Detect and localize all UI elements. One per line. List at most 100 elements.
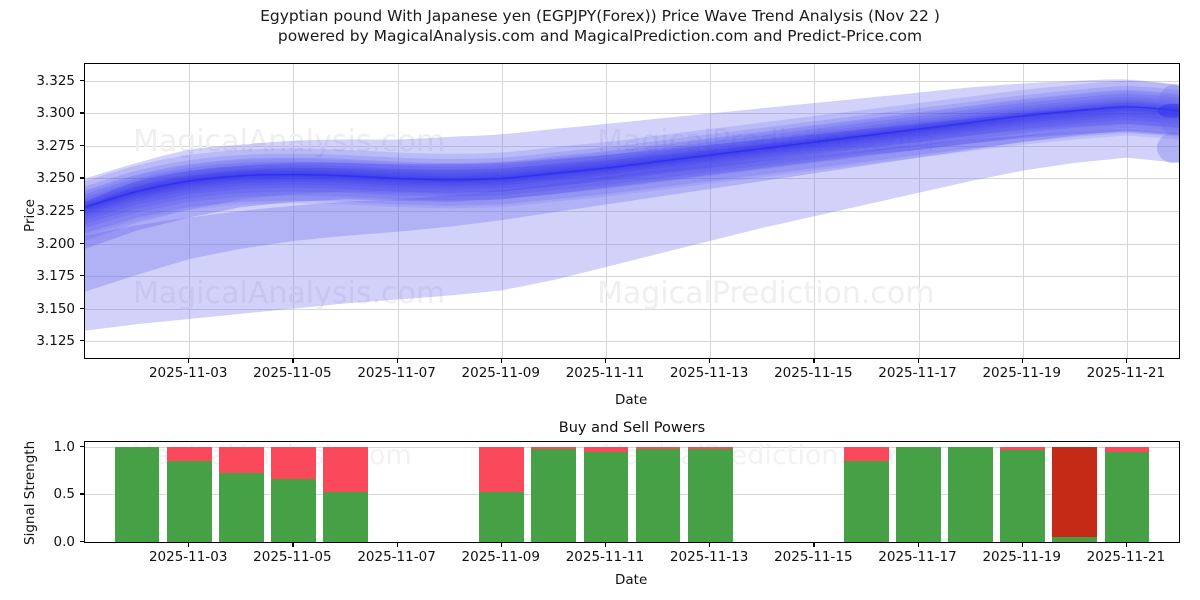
x-axis-tick-mark [709,359,711,363]
bar-segment-buy[interactable] [687,448,733,542]
bar-stack[interactable] [166,442,212,542]
y-axis-tick-label: 3.150 [36,300,75,317]
x-axis-tick-mark [1021,359,1023,363]
y-axis-label-signal-strength: Signal Strength [22,440,38,545]
bar-stack[interactable] [218,442,264,542]
bar-stack[interactable] [1000,442,1046,542]
bar-stack[interactable] [948,442,993,542]
y-axis-tick-label: 0.0 [53,534,75,550]
y-axis-tick-mark [80,275,84,277]
x-axis-tick-mark [1125,543,1128,547]
gridline-horizontal [85,243,1179,245]
bar-segment-buy[interactable] [1000,449,1046,542]
bar-segment-sell[interactable] [1000,446,1046,450]
x-axis-tick-label: 2025-11-13 [669,365,749,381]
bar-segment-buy[interactable] [1104,451,1150,542]
bar-segment-sell[interactable] [635,446,681,449]
bar-stack[interactable] [1104,442,1150,542]
bar-segment-sell[interactable] [1104,446,1150,452]
band-support-envelope [85,129,1179,331]
x-axis-label-date-bottom: Date [615,572,648,588]
bar-segment-buy[interactable] [114,446,160,542]
bar-segment-buy[interactable] [844,461,889,542]
bar-stack[interactable] [114,442,160,542]
bar-segment-sell[interactable] [218,446,264,474]
bar-stack[interactable] [844,442,889,542]
bar-stack[interactable] [531,442,577,542]
x-axis-tick-mark [396,359,398,363]
bar-stack[interactable] [323,442,368,542]
bar-segment-buy[interactable] [218,473,264,542]
x-axis-label-date-top: Date [615,392,648,408]
bar-segment-buy[interactable] [896,446,941,542]
y-axis-tick-mark [80,493,84,495]
x-axis-tick-mark [396,543,398,547]
watermark-top-right: MagicalPrediction.com [597,124,935,159]
bar-segment-buy[interactable] [323,491,368,542]
band-core-4 [85,97,1179,217]
bar-segment-sell[interactable] [687,446,733,449]
bar-segment-sell[interactable] [270,446,316,480]
x-axis-tick-mark [1125,359,1128,363]
y-axis-tick-label: 0.5 [53,486,75,503]
x-axis-tick-label: 2025-11-09 [461,365,540,381]
x-axis-tick-mark [604,359,607,363]
x-axis-tick-mark [917,543,919,547]
bar-segment-buy[interactable] [531,448,577,542]
bar-stack[interactable] [635,442,681,542]
x-axis-tick-label: 2025-11-21 [1086,549,1166,565]
bar-segment-buy[interactable] [270,479,316,542]
y-axis-tick-mark [80,210,84,212]
x-axis-tick-label: 2025-11-03 [148,549,228,565]
bar-stack[interactable] [896,442,941,542]
x-axis-tick-label: 2025-11-17 [878,549,957,565]
bar-segment-sell[interactable] [1052,446,1098,538]
gridline-horizontal [85,308,1179,310]
bar-stack[interactable] [583,442,629,542]
bar-segment-buy[interactable] [479,491,525,542]
bar-segment-buy[interactable] [166,461,212,542]
price-wave-chart: MagicalAnalysis.com MagicalPrediction.co… [84,63,1180,359]
bar-stack[interactable] [687,442,733,542]
title-line-2: powered by MagicalAnalysis.com and Magic… [277,27,923,45]
bar-segment-sell[interactable] [583,446,629,452]
bar-stack[interactable] [479,442,525,542]
gridline-horizontal [85,113,1179,115]
y-axis-tick-mark [80,541,84,543]
x-axis-tick-mark [500,359,502,363]
y-axis-tick-label: 3.300 [36,105,75,122]
y-axis-tick-mark [80,307,84,309]
bar-segment-sell[interactable] [531,446,577,449]
bar-segment-buy[interactable] [635,448,681,542]
bar-segment-sell[interactable] [166,446,212,462]
x-axis-tick-label: 2025-11-03 [148,365,228,381]
y-axis-tick-mark [80,79,84,82]
bar-segment-sell[interactable] [323,446,368,492]
bar-segment-buy[interactable] [583,451,629,542]
title-line-1: Egyptian pound With Japanese yen (EGPJPY… [260,7,940,25]
bar-segment-buy[interactable] [1052,537,1098,542]
y-axis-tick-label: 3.175 [36,268,75,285]
y-axis-tick-label: 3.125 [36,333,75,350]
buy-sell-powers-title: Buy and Sell Powers [558,420,706,436]
y-axis-tick-mark [80,242,84,244]
y-axis-tick-mark [80,445,84,447]
bar-segment-buy[interactable] [948,446,993,542]
x-axis-tick-label: 2025-11-05 [253,365,332,381]
x-axis-tick-label: 2025-11-07 [357,365,436,381]
bar-segment-sell[interactable] [479,446,525,492]
bar-segment-sell[interactable] [844,446,889,462]
x-axis-tick-label: 2025-11-19 [982,365,1061,381]
y-axis-tick-mark [80,112,84,114]
bar-stack[interactable] [270,442,316,542]
x-axis-tick-mark [813,359,815,363]
x-axis-tick-label: 2025-11-15 [774,549,853,565]
x-axis-tick-label: 2025-11-11 [565,549,645,565]
x-axis-tick-mark [188,359,190,363]
x-axis-tick-mark [292,543,294,547]
band-secondary-envelope [85,108,1179,249]
y-axis-tick-label: 3.325 [36,72,75,89]
gridline-horizontal [85,178,1179,180]
bar-stack[interactable] [1052,442,1098,542]
